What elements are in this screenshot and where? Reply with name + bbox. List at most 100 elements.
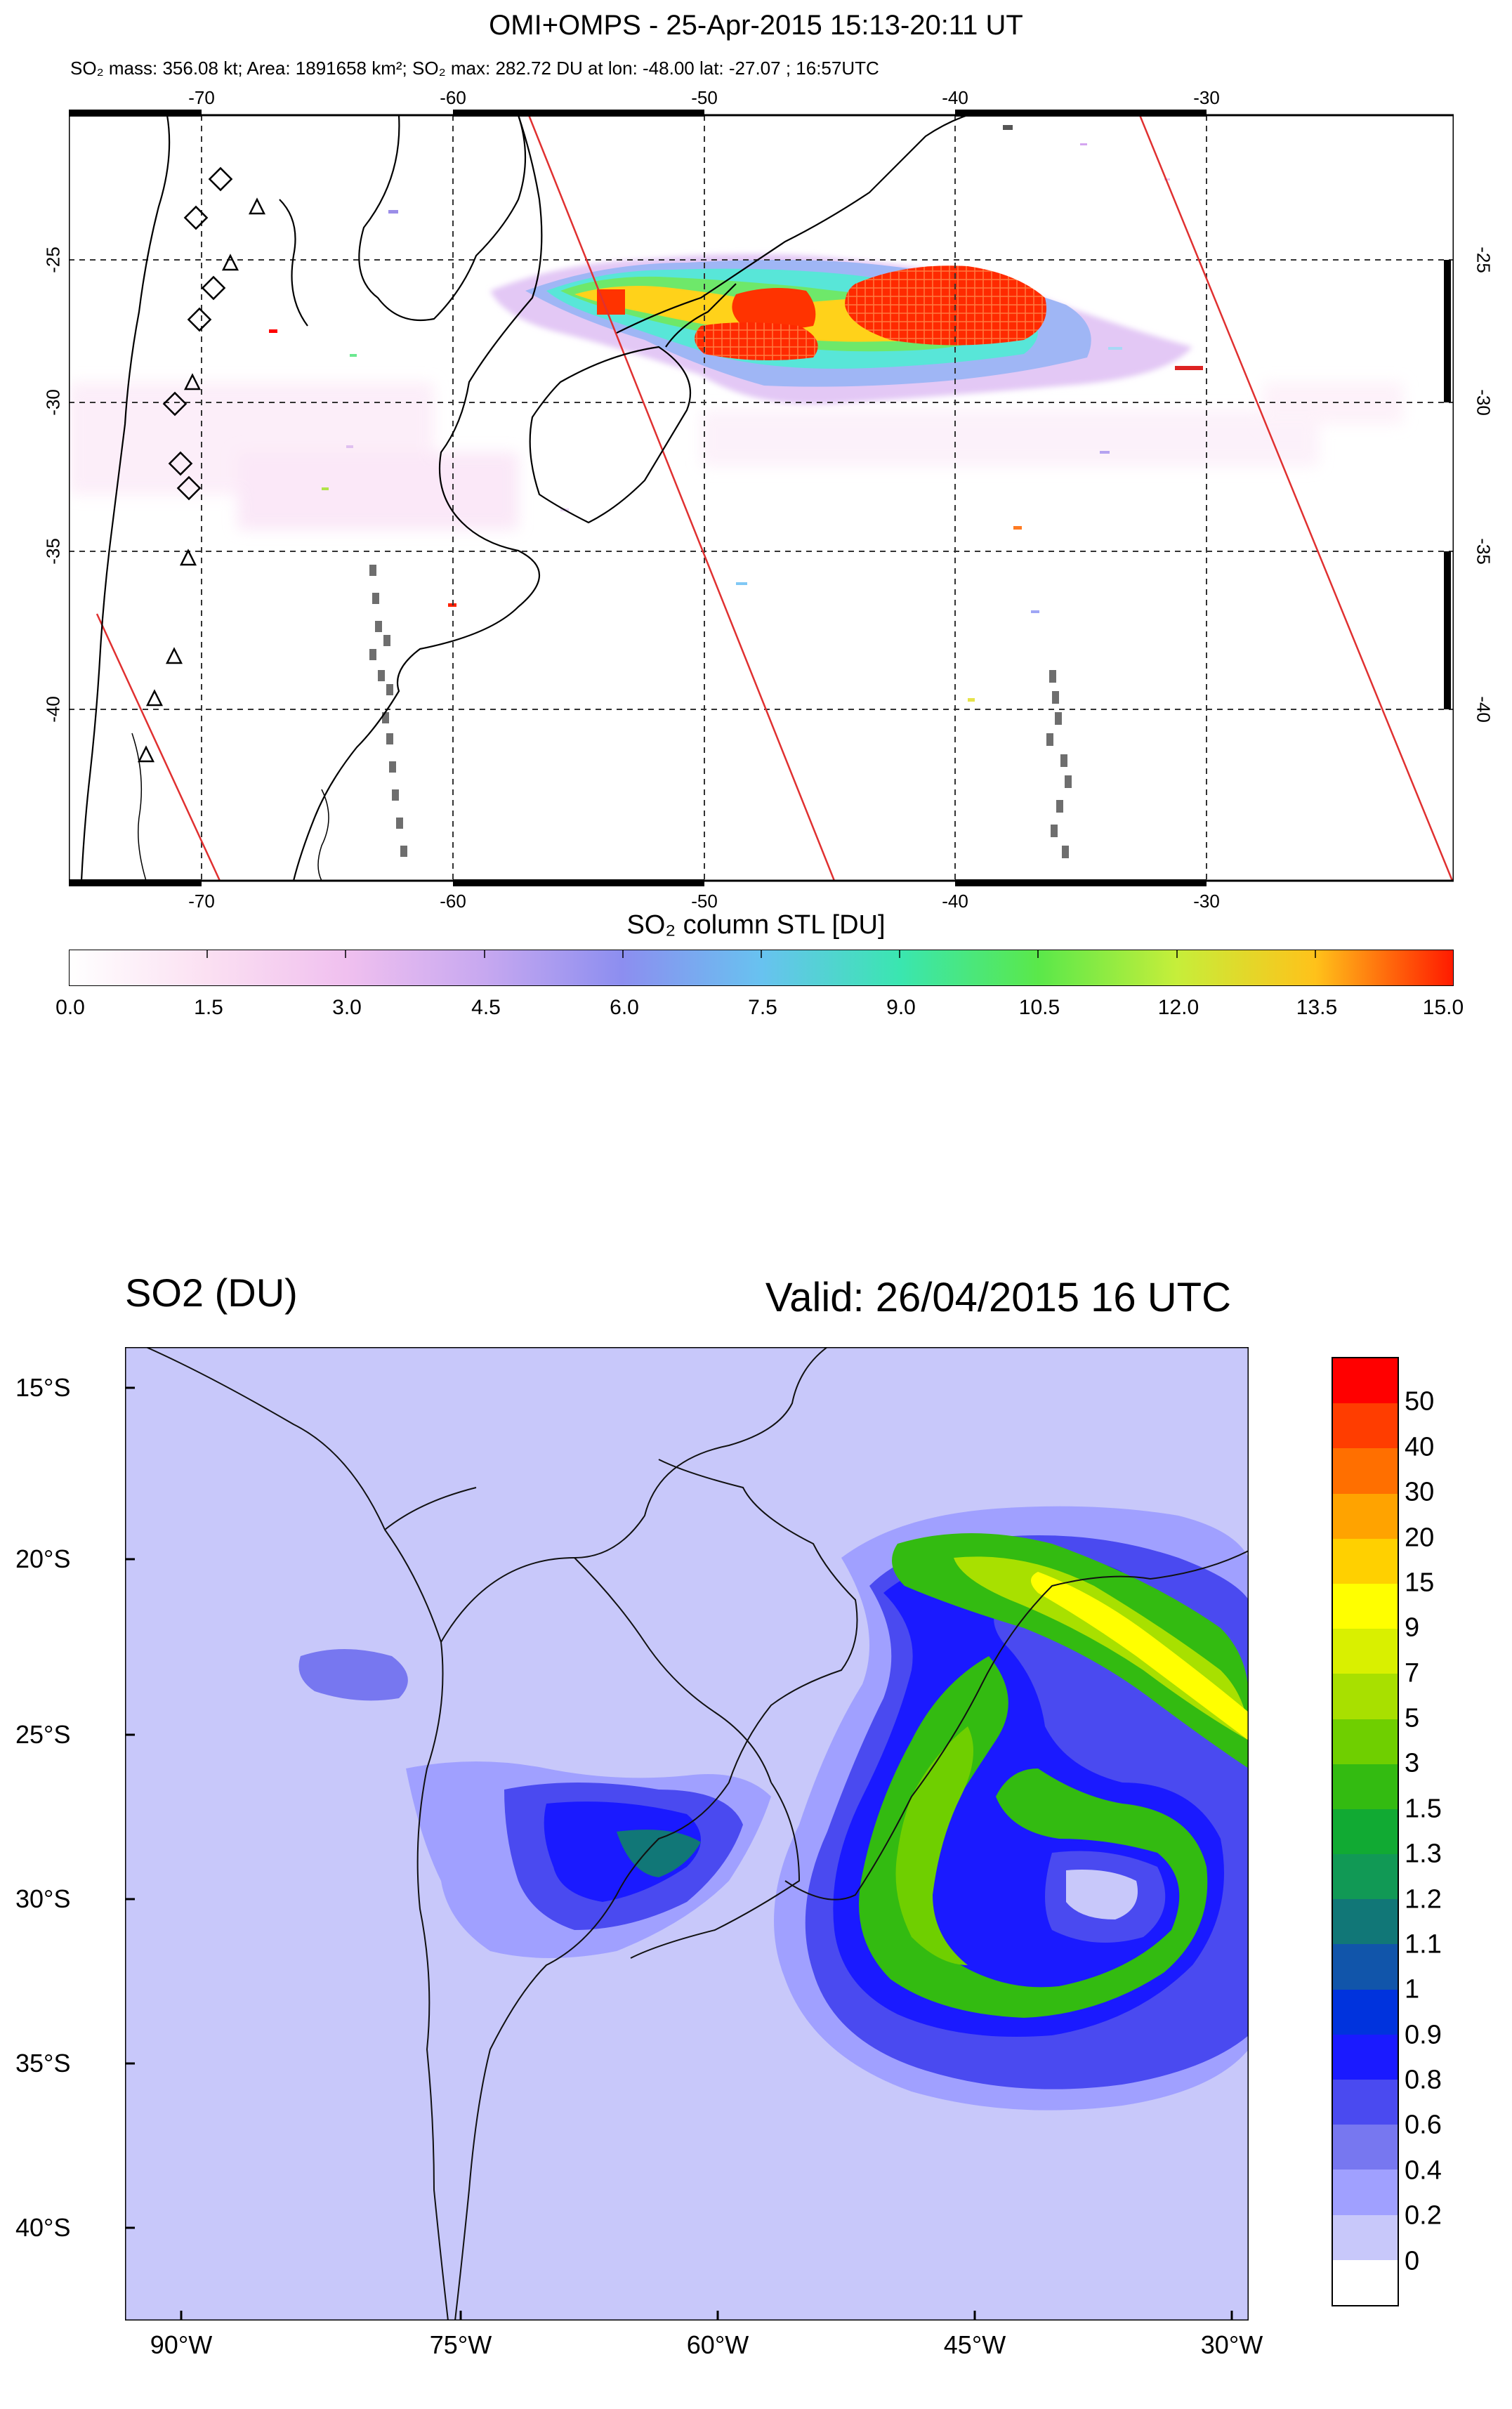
legend2-level-label: 40 xyxy=(1405,1432,1435,1462)
colorbar1-label: 10.5 xyxy=(1018,996,1060,1019)
legend2-swatch xyxy=(1333,1809,1398,1855)
legend2-level-label: 1.2 xyxy=(1405,1884,1442,1915)
so2-plume-core xyxy=(597,265,1046,360)
colorbar1-label: 1.5 xyxy=(194,996,223,1019)
volcano-markers xyxy=(137,166,266,763)
country-borders xyxy=(145,1347,1249,2321)
lat-tick-left: -35 xyxy=(42,538,64,565)
legend2-level-label: 1.1 xyxy=(1405,1929,1442,1960)
legend2-swatch xyxy=(1333,1944,1398,1990)
legend2-swatch xyxy=(1333,2170,1398,2215)
legend2-swatch xyxy=(1333,1899,1398,1945)
legend2-level-label: 3 xyxy=(1405,1748,1420,1778)
lon-tick-top: -30 xyxy=(1193,87,1220,108)
flagged-pixels xyxy=(369,565,1072,858)
lat-tick-right: -35 xyxy=(1473,538,1494,565)
lon-tick-top: -70 xyxy=(188,87,215,108)
legend2-swatch xyxy=(1333,1448,1398,1494)
legend2-swatch xyxy=(1333,2214,1398,2260)
lon2-label: 30°W xyxy=(1200,2330,1263,2359)
lat-tick-right: -30 xyxy=(1473,389,1494,416)
colorbar1-label: 15.0 xyxy=(1422,996,1464,1019)
lat2-label: 30°S xyxy=(15,1884,71,1913)
legend2-swatch xyxy=(1333,1764,1398,1809)
lat2-label: 35°S xyxy=(15,2049,71,2077)
lat2-label: 40°S xyxy=(15,2213,71,2242)
legend2-swatch xyxy=(1333,1493,1398,1539)
lon2-label: 90°W xyxy=(150,2330,213,2359)
legend2-level-label: 0.6 xyxy=(1405,2110,1442,2140)
legend2-level-label: 15 xyxy=(1405,1568,1435,1598)
lon2-label: 75°W xyxy=(429,2330,492,2359)
legend2-swatch xyxy=(1333,2034,1398,2080)
so2-forecast-field xyxy=(298,1506,1249,2111)
legend2-level-label: 1.3 xyxy=(1405,1839,1442,1869)
lon-tick-top: -60 xyxy=(440,87,466,108)
map2-grid-frame xyxy=(125,1347,1249,2321)
model-so2-map xyxy=(125,1347,1249,2321)
lon-tick-bottom: -60 xyxy=(440,891,466,912)
lon2-label: 60°W xyxy=(686,2330,749,2359)
colorbar1-label: 9.0 xyxy=(886,996,916,1019)
lon2-label: 45°W xyxy=(943,2330,1006,2359)
lon-tick-top: -50 xyxy=(691,87,718,108)
legend2-swatch xyxy=(1333,1719,1398,1764)
legend2-level-label: 30 xyxy=(1405,1477,1435,1507)
lat-tick-left: -40 xyxy=(42,696,64,723)
legend2-level-label: 50 xyxy=(1405,1386,1435,1417)
map1-frame xyxy=(69,110,1454,886)
colorbar1-label: 6.0 xyxy=(610,996,639,1019)
panel2-valid-time: Valid: 26/04/2015 16 UTC xyxy=(765,1275,1231,1320)
legend2-level-label: 1.5 xyxy=(1405,1794,1442,1824)
legend2-swatch xyxy=(1333,2080,1398,2125)
legend2-swatch xyxy=(1333,1403,1398,1449)
lon-tick-top: -40 xyxy=(942,87,968,108)
map1-grid xyxy=(69,115,1454,881)
legend2-level-label: 0.9 xyxy=(1405,2020,1442,2050)
so2-scattered-pixels xyxy=(269,125,1203,702)
lon-tick-bottom: -40 xyxy=(942,891,968,912)
panel1-subtitle: SO₂ mass: 356.08 kt; Area: 1891658 km²; … xyxy=(70,58,879,79)
legend2-level-label: 0.8 xyxy=(1405,2065,1442,2095)
legend2-level-label: 7 xyxy=(1405,1658,1420,1688)
lat2-label: 20°S xyxy=(15,1544,71,1573)
legend2-swatch xyxy=(1333,1674,1398,1719)
lat-tick-left: -30 xyxy=(42,389,64,416)
legend2-swatch xyxy=(1333,1583,1398,1629)
omi-omps-so2-map xyxy=(69,115,1454,881)
legend2-swatch xyxy=(1333,2125,1398,2170)
legend2-swatch xyxy=(1333,1629,1398,1674)
colorbar1-title: SO₂ column STL [DU] xyxy=(626,910,886,940)
legend2-level-label: 9 xyxy=(1405,1613,1420,1643)
lat-tick-right: -25 xyxy=(1473,247,1494,273)
lat-tick-left: -25 xyxy=(42,247,64,273)
lat2-label: 25°S xyxy=(15,1720,71,1749)
panel1-title: OMI+OMPS - 25-Apr-2015 15:13-20:11 UT xyxy=(489,10,1023,41)
lon-tick-bottom: -50 xyxy=(691,891,718,912)
coastlines xyxy=(80,115,968,881)
legend2-level-label: 5 xyxy=(1405,1703,1420,1733)
legend2-swatch xyxy=(1333,1989,1398,2035)
colorbar1-label: 13.5 xyxy=(1296,996,1338,1019)
lon-tick-bottom: -30 xyxy=(1193,891,1220,912)
panel2-title: SO2 (DU) xyxy=(125,1271,298,1315)
legend2-swatch xyxy=(1333,1538,1398,1584)
legend2-level-label: 0.2 xyxy=(1405,2200,1442,2231)
legend2-level-label: 0.4 xyxy=(1405,2155,1442,2186)
colorbar1-label: 7.5 xyxy=(748,996,777,1019)
colorbar1 xyxy=(69,950,1454,986)
legend2-level-label: 1 xyxy=(1405,1974,1420,2004)
lat-tick-right: -40 xyxy=(1473,696,1494,723)
orbit-lines xyxy=(96,115,1454,881)
so2-background-haze xyxy=(69,382,1403,530)
legend2-level-label: 0 xyxy=(1405,2246,1420,2276)
colorbar1-label: 0.0 xyxy=(55,996,85,1019)
legend2-colorbar xyxy=(1332,1357,1399,2306)
lon-tick-bottom: -70 xyxy=(188,891,215,912)
legend2-level-label: 20 xyxy=(1405,1523,1435,1553)
colorbar1-label: 12.0 xyxy=(1157,996,1199,1019)
legend2-swatch xyxy=(1333,1854,1398,1900)
legend2-swatch xyxy=(1333,2259,1398,2305)
lat2-label: 15°S xyxy=(15,1373,71,1402)
legend2-swatch xyxy=(1333,1358,1398,1404)
